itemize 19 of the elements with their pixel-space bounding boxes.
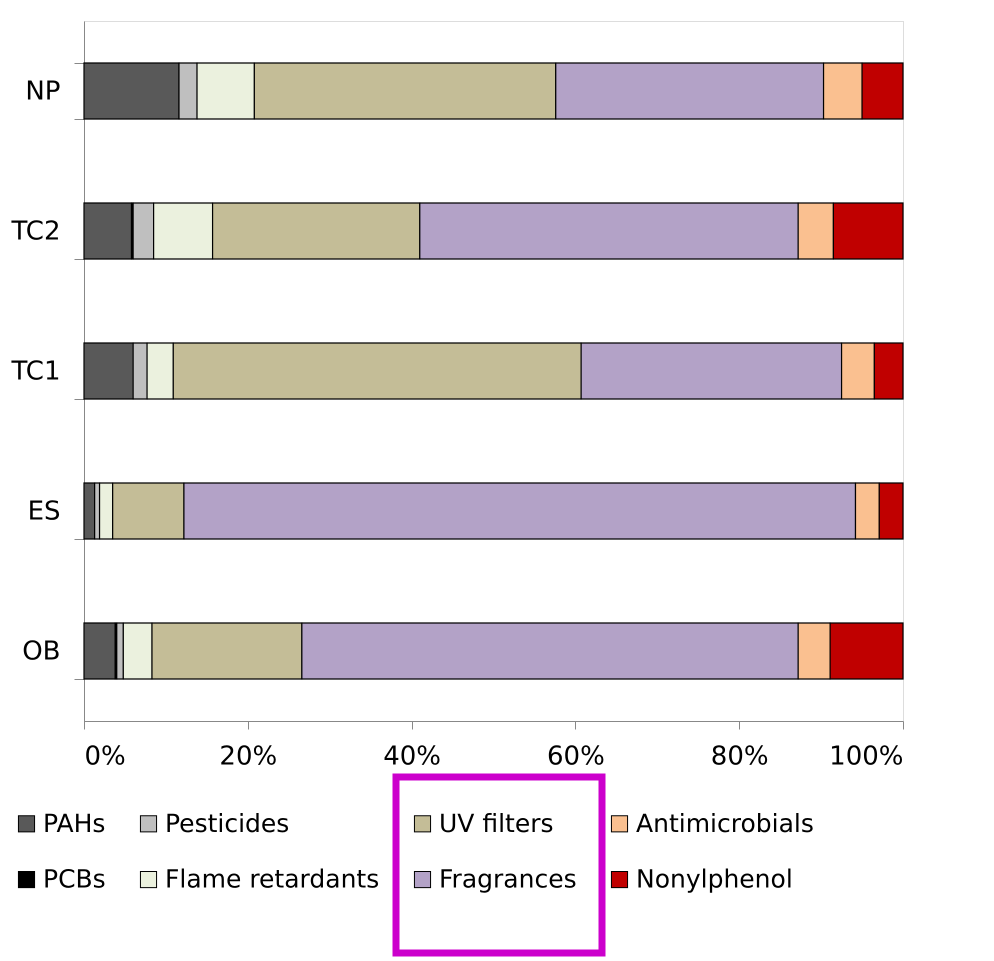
legend-label: Flame retardants [165, 864, 380, 894]
legend-label: Pesticides [165, 808, 290, 838]
x-tick-label: 100% [829, 742, 904, 772]
x-tick-label: 0% [84, 742, 126, 772]
x-tick-label: 80% [710, 742, 769, 772]
x-tick-label: 20% [219, 742, 278, 772]
legend-label: PAHs [43, 808, 106, 838]
legend-label: PCBs [43, 864, 106, 894]
x-tick-label: 60% [547, 742, 605, 772]
y-tick-label: OB [22, 636, 60, 666]
legend-label: Antimicrobials [636, 808, 814, 838]
y-tick-label: TC1 [10, 356, 60, 386]
x-tick-label: 40% [383, 742, 441, 772]
y-tick-label: TC2 [10, 216, 60, 246]
legend-label: UV filters [439, 808, 554, 838]
legend-label: Fragrances [439, 864, 577, 894]
y-tick-label: ES [28, 496, 60, 526]
legend-label: Nonylphenol [636, 864, 793, 894]
y-tick-label: NP [25, 76, 60, 106]
